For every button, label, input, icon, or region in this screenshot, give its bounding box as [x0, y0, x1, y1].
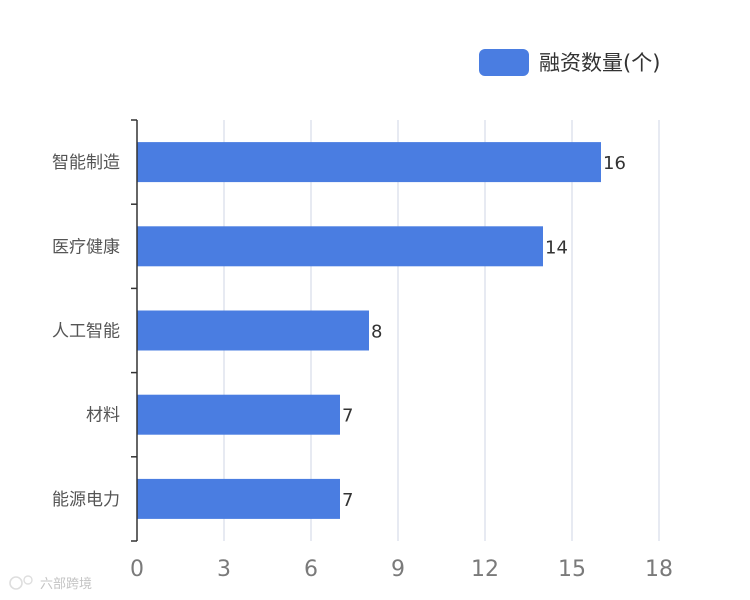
x-tick-label: 12	[471, 557, 499, 582]
data-label: 8	[371, 322, 382, 343]
bar[interactable]	[137, 310, 369, 351]
watermark-text: 六部跨境	[40, 577, 92, 592]
x-tick-label: 6	[304, 557, 318, 582]
category-label: 能源电力	[52, 490, 120, 510]
bars	[137, 142, 601, 519]
data-labels: 16 14 8 7 7	[342, 153, 626, 511]
x-tick-label: 18	[645, 557, 673, 582]
x-tick-labels: 0 3 6 9 12 15 18	[130, 557, 673, 582]
category-label: 人工智能	[52, 322, 120, 342]
data-label: 16	[603, 153, 626, 174]
bar[interactable]	[137, 142, 601, 183]
category-label: 材料	[86, 406, 120, 426]
x-tick-label: 0	[130, 557, 144, 582]
x-tick-label: 3	[217, 557, 231, 582]
gridlines	[223, 120, 660, 541]
data-label: 7	[342, 490, 353, 511]
data-label: 7	[342, 406, 353, 427]
bar[interactable]	[137, 226, 543, 267]
category-label: 智能制造	[52, 153, 120, 173]
axes	[131, 119, 138, 542]
bar[interactable]	[137, 478, 340, 519]
x-tick-label: 9	[391, 557, 405, 582]
x-tick-label: 15	[558, 557, 586, 582]
bar[interactable]	[137, 394, 340, 435]
watermark: 六部跨境	[9, 575, 92, 592]
legend-swatch	[479, 49, 529, 76]
data-label: 14	[545, 237, 568, 258]
watermark-logo-icon	[9, 575, 33, 590]
legend-label: 融资数量(个)	[539, 51, 660, 75]
category-label: 医疗健康	[52, 237, 120, 257]
chart-legend[interactable]: 融资数量(个)	[479, 49, 660, 76]
